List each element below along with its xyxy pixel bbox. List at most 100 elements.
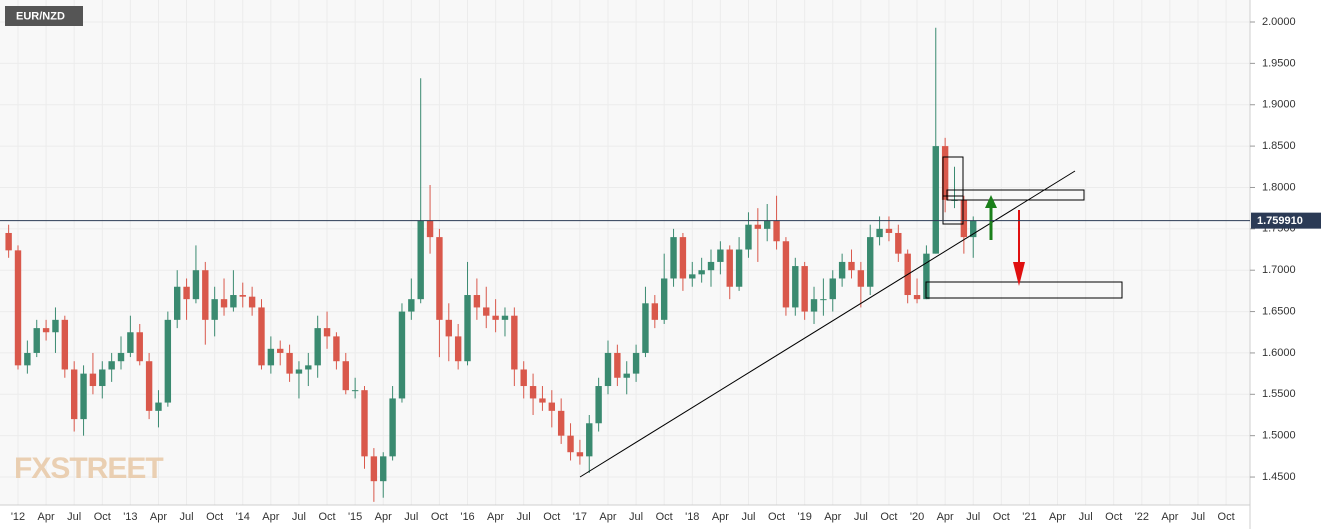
candle-body	[70, 369, 78, 420]
y-tick-label: 1.5000	[1262, 430, 1296, 442]
candle-body	[595, 386, 602, 424]
x-tick-label: Oct	[993, 511, 1010, 523]
candle-body	[239, 295, 246, 297]
candle-body	[792, 266, 799, 308]
arrow-head	[985, 195, 997, 208]
box	[925, 281, 1123, 299]
x-tick-label: Apr	[712, 511, 729, 523]
x-tick-label: '14	[236, 511, 250, 523]
candle-body	[726, 249, 733, 287]
candle-body	[614, 352, 621, 378]
axes: 1.4500 1.5000 1.5500 1.6000 1.6500 1.7000 1.75…	[0, 16, 1321, 523]
x-tick-label: Apr	[150, 511, 167, 523]
candle-body	[970, 220, 977, 238]
x-tick-label: '12	[11, 511, 25, 523]
y-tick-label: 1.6500	[1262, 305, 1296, 317]
candle-body	[511, 315, 518, 370]
x-tick-label: Apr	[375, 511, 392, 523]
candle-body	[211, 299, 218, 320]
x-tick-label: Oct	[1105, 511, 1122, 523]
y-tick-label: 1.9000	[1262, 99, 1296, 111]
candle-body	[370, 456, 378, 482]
candle-body	[586, 423, 593, 457]
candle-body	[267, 348, 275, 366]
x-tick-label: Oct	[656, 511, 673, 523]
candle-body	[426, 220, 434, 238]
candle-body	[913, 295, 921, 300]
candle-body	[801, 266, 808, 312]
candle-body	[567, 435, 574, 453]
x-tick-label: '18	[685, 511, 699, 523]
candle-body	[520, 369, 527, 387]
candle-body	[557, 410, 565, 436]
candle-body	[623, 373, 630, 378]
last-price-badge	[1251, 212, 1321, 229]
y-tick-label: 1.7000	[1262, 264, 1296, 276]
chart-title: EUR/NZD	[16, 10, 65, 22]
candle-body	[42, 328, 50, 333]
y-tick-label: 1.8500	[1262, 140, 1296, 152]
candle-body	[464, 295, 471, 362]
watermark: FXSTREET	[14, 452, 163, 485]
x-tick-label: Oct	[1218, 511, 1235, 523]
candles	[5, 27, 977, 502]
x-tick-label: Oct	[94, 511, 111, 523]
candle-body	[80, 373, 87, 420]
y-tick-label: 1.8000	[1262, 181, 1296, 193]
candle-body	[5, 232, 12, 251]
candle-body	[707, 261, 715, 271]
x-tick-label: Jul	[741, 511, 755, 523]
candle-body	[323, 328, 331, 337]
candle-body	[164, 319, 172, 403]
candle-body	[773, 220, 780, 242]
candle-body	[895, 232, 902, 254]
x-tick-label: '13	[123, 511, 137, 523]
candle-body	[492, 315, 499, 320]
candle-body	[33, 328, 40, 353]
candle-body	[183, 286, 190, 300]
x-tick-label: Jul	[1191, 511, 1205, 523]
candle-body	[408, 299, 415, 312]
candle-body	[689, 274, 696, 279]
candle-body	[745, 224, 752, 250]
x-tick-label: Apr	[38, 511, 55, 523]
candle-body	[473, 295, 481, 308]
candle-body	[735, 249, 743, 287]
candle-body	[670, 237, 677, 279]
candle-body	[679, 237, 687, 279]
x-tick-label: Jul	[517, 511, 531, 523]
candle-body	[14, 250, 22, 366]
symbol-badge	[5, 6, 83, 26]
x-tick-label: '21	[1022, 511, 1036, 523]
x-tick-label: Apr	[487, 511, 504, 523]
candle-body	[454, 336, 462, 362]
candle-body	[380, 456, 387, 482]
candle-body	[127, 332, 134, 353]
x-tick-label: Jul	[854, 511, 868, 523]
x-tick-label: Apr	[599, 511, 616, 523]
x-tick-label: Jul	[629, 511, 643, 523]
candle-body	[932, 146, 939, 254]
candle-body	[220, 299, 228, 308]
candle-body	[342, 361, 349, 391]
candle-body	[192, 270, 200, 300]
candle-body	[295, 369, 303, 374]
candle-body	[632, 352, 640, 374]
x-tick-label: '16	[460, 511, 474, 523]
candle-body	[248, 296, 256, 308]
x-tick-label: Jul	[966, 511, 980, 523]
y-tick-label: 2.0000	[1262, 16, 1296, 28]
candle-body	[314, 328, 321, 366]
candle-body	[258, 307, 265, 366]
x-tick-label: Apr	[1161, 511, 1178, 523]
candle-body	[108, 361, 115, 370]
candle-body	[436, 237, 443, 320]
candle-body	[885, 228, 893, 233]
candle-body	[660, 278, 668, 320]
candle-body	[754, 224, 762, 229]
y-tick-label: 1.9500	[1262, 57, 1296, 69]
candle-body	[717, 249, 724, 262]
x-tick-label: '15	[348, 511, 362, 523]
candle-body	[810, 299, 818, 312]
candle-body	[529, 386, 537, 399]
